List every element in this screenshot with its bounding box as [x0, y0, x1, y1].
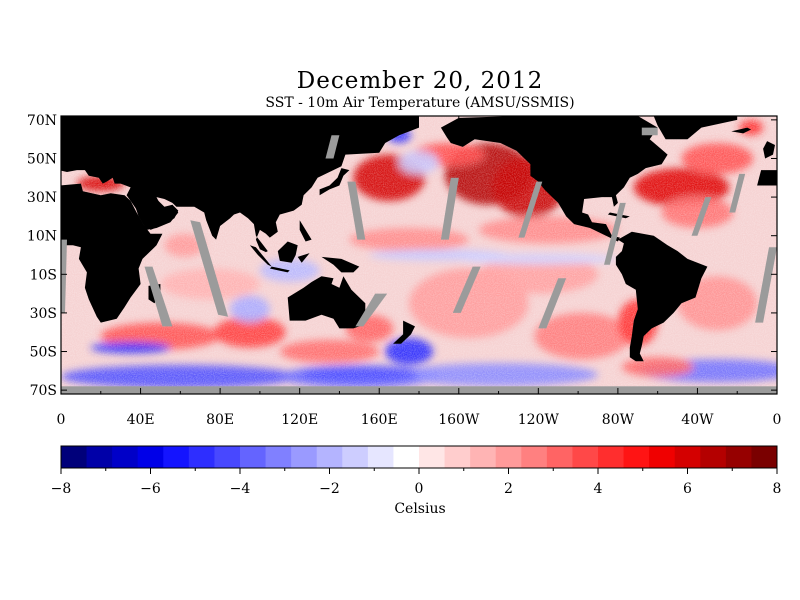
landmass-12: [319, 168, 350, 196]
lat-tick-label: 70S: [30, 383, 57, 399]
colorbar-swatch: [419, 446, 446, 468]
colorbar-swatch: [649, 446, 676, 468]
colorbar-swatch: [291, 446, 318, 468]
lat-tick-label: 30S: [30, 306, 57, 322]
lon-tick-label: 80W: [602, 412, 635, 428]
colorbar-swatch: [725, 446, 752, 468]
colorbar-swatch: [342, 446, 369, 468]
colorbar-tick-label: 6: [683, 481, 692, 497]
map-title: December 20, 2012: [296, 68, 544, 94]
lon-tick-label: 120W: [518, 412, 560, 428]
satellite-swath-gaps: [61, 127, 777, 394]
colorbar-swatch: [470, 446, 497, 468]
colorbar-swatch: [163, 446, 190, 468]
colorbar-tick-label: −2: [319, 481, 340, 497]
colorbar-tick-label: −8: [51, 481, 72, 497]
swath-gap-8: [755, 247, 777, 323]
landmass-16: [615, 231, 708, 362]
colorbar-tick-label: −6: [140, 481, 161, 497]
landmass-18: [731, 127, 752, 134]
colorbar-swatch: [700, 446, 727, 468]
lat-tick-label: 10N: [27, 229, 57, 245]
lon-tick-label: 120E: [281, 412, 318, 428]
colorbar-tick-label: −4: [230, 481, 251, 497]
swath-gap-1: [144, 266, 173, 327]
lon-tick-label: 0: [773, 412, 782, 428]
landmass-17: [763, 141, 775, 159]
colorbar-tick-label: 4: [594, 481, 603, 497]
landmass-3: [132, 197, 179, 230]
lat-tick-label: 10S: [30, 267, 57, 283]
latitude-axis: 70N 50N 30N 10N 10S 30S 50S 70S: [27, 113, 777, 399]
colorbar-swatch: [240, 446, 267, 468]
colorbar: [60, 445, 778, 469]
landmass-4: [287, 276, 366, 329]
longitude-axis: 0 40E 80E 120E 160E 160W 120W 80W 40W 0: [57, 116, 782, 428]
swath-gap-6: [691, 197, 712, 236]
landmass-13: [440, 116, 668, 242]
landmass-10: [297, 253, 310, 263]
landmass-5: [393, 320, 415, 344]
colorbar-swatch: [393, 446, 420, 468]
swath-gap-11: [538, 278, 567, 329]
colorbar-units-label: Celsius: [394, 501, 446, 517]
colorbar-swatch: [188, 446, 215, 468]
colorbar-swatch: [214, 446, 241, 468]
antarctic-no-data: [61, 386, 777, 394]
swath-gap-12: [61, 239, 67, 313]
colorbar-swatch: [316, 446, 343, 468]
lat-tick-label: 50S: [30, 345, 57, 361]
colorbar-swatch: [521, 446, 548, 468]
colorbar-swatch: [751, 446, 778, 468]
landmass-7: [249, 245, 272, 267]
colorbar-tick-label: 2: [504, 481, 513, 497]
swath-gap-2: [347, 181, 366, 240]
swath-gap-14: [325, 135, 340, 159]
swath-gap-15: [641, 127, 658, 136]
swath-gap-4: [518, 181, 543, 238]
colorbar-swatch: [546, 446, 573, 468]
landmass-11: [299, 220, 312, 242]
lon-tick-label: 0: [57, 412, 66, 428]
colorbar-swatch: [265, 446, 292, 468]
colorbar-tick-label: 8: [773, 481, 782, 497]
lat-tick-label: 30N: [27, 190, 57, 206]
colorbar-swatch: [61, 446, 88, 468]
lat-tick-label: 70N: [27, 113, 57, 129]
colorbar-swatch: [598, 446, 625, 468]
map-subtitle: SST - 10m Air Temperature (AMSU/SSMIS): [265, 95, 575, 111]
colorbar-swatch: [444, 446, 471, 468]
colorbar-swatch: [674, 446, 701, 468]
colorbar-tick-label: 0: [415, 481, 424, 497]
swath-gap-3: [440, 177, 459, 240]
swath-gap-0: [190, 220, 229, 317]
landmass-20: [757, 170, 777, 186]
colorbar-swatch: [112, 446, 139, 468]
colorbar-swatch: [572, 446, 599, 468]
landmass-6: [277, 241, 298, 263]
colorbar-swatch: [367, 446, 394, 468]
colorbar-swatch: [623, 446, 650, 468]
landmass-1: [61, 183, 163, 323]
lon-tick-label: 80E: [206, 412, 234, 428]
colorbar-swatch: [495, 446, 522, 468]
swath-gap-5: [604, 202, 626, 265]
lon-tick-label: 160W: [438, 412, 480, 428]
colorbar-axis: −8 −6 −4 −2 0 2 4 6 8: [51, 468, 782, 497]
lon-tick-label: 40E: [127, 412, 155, 428]
lon-tick-label: 40W: [681, 412, 714, 428]
landmass-9: [321, 256, 360, 273]
swath-gap-9: [355, 293, 388, 327]
swath-gap-10: [452, 266, 481, 313]
colorbar-swatch: [137, 446, 164, 468]
map-area: [61, 116, 777, 394]
landmass-14: [653, 116, 738, 140]
colorbar-swatch: [86, 446, 113, 468]
swath-gap-7: [729, 173, 746, 213]
landmass-8: [269, 266, 290, 273]
lon-tick-label: 160E: [361, 412, 398, 428]
lat-tick-label: 50N: [27, 152, 57, 168]
